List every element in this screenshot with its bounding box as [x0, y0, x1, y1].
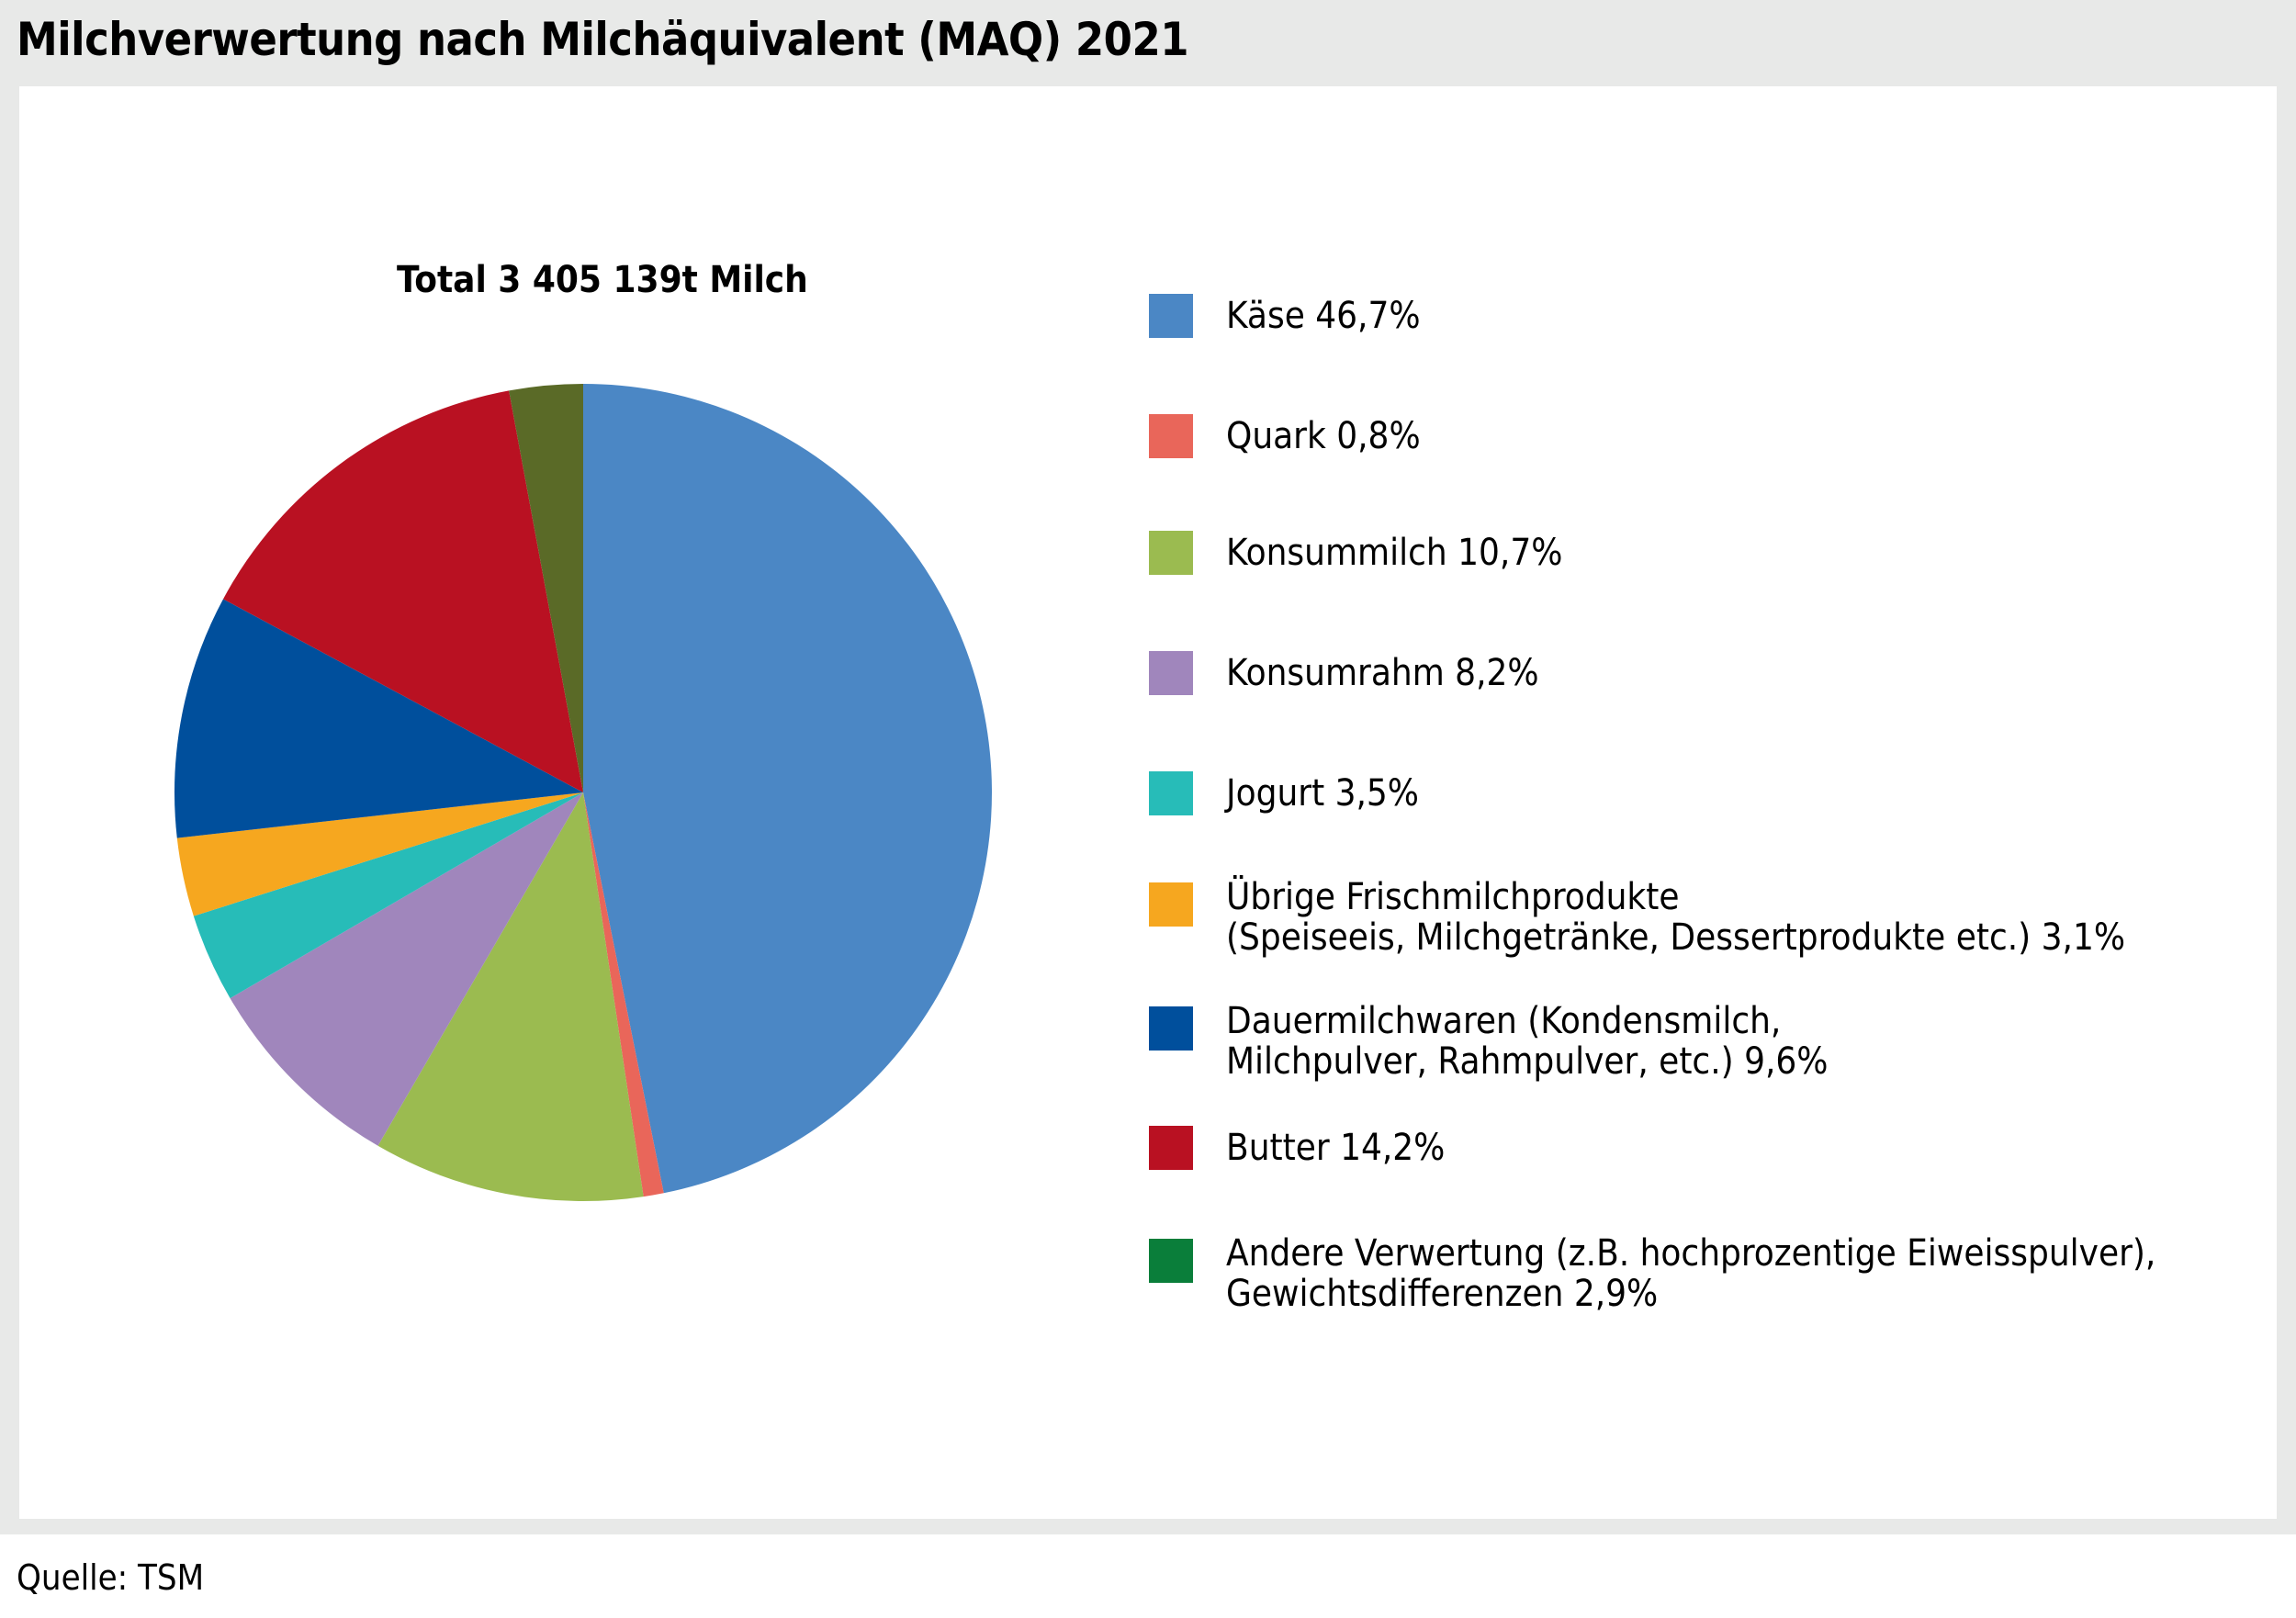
pie-slice-0: [583, 384, 992, 1194]
legend-label-6: Dauermilchwaren (Kondensmilch, Milchpulv…: [1226, 1000, 1829, 1083]
legend-label-4: Jogurt 3,5%: [1226, 772, 1419, 815]
pie-slice-3: [230, 792, 583, 1146]
legend-swatch-7: [1149, 1126, 1193, 1170]
legend-label-2: Konsummilch 10,7%: [1226, 532, 1563, 574]
pie-slice-1: [583, 792, 664, 1197]
legend-swatch-2: [1149, 531, 1193, 575]
legend-swatch-4: [1149, 771, 1193, 815]
legend-label-1: Quark 0,8%: [1226, 415, 1421, 457]
pie-chart: [174, 384, 992, 1202]
chart-title: Milchverwertung nach Milchäquivalent (MA…: [17, 13, 1189, 66]
legend-swatch-0: [1149, 294, 1193, 338]
pie-slice-4: [193, 792, 583, 999]
pie-slice-5: [176, 792, 583, 916]
legend-swatch-1: [1149, 414, 1193, 458]
legend-swatch-5: [1149, 882, 1193, 927]
legend-label-8: Andere Verwertung (z.B. hochprozentige E…: [1226, 1232, 2156, 1315]
pie-slices: [174, 384, 992, 1202]
legend-label-0: Käse 46,7%: [1226, 295, 1421, 337]
pie-slice-7: [223, 390, 583, 792]
legend-swatch-8: [1149, 1239, 1193, 1283]
legend-label-7: Butter 14,2%: [1226, 1127, 1446, 1169]
pie-slice-2: [377, 792, 644, 1202]
pie-slice-6: [174, 599, 583, 838]
legend-swatch-3: [1149, 651, 1193, 695]
legend-label-5: Übrige Frischmilchprodukte (Speiseeis, M…: [1226, 876, 2126, 959]
source-note: Quelle: TSM: [17, 1557, 205, 1598]
legend-label-3: Konsumrahm 8,2%: [1226, 652, 1539, 694]
pie-total-label: Total 3 405 139t Milch: [397, 259, 808, 301]
pie-slice-8: [509, 384, 583, 792]
legend-swatch-6: [1149, 1006, 1193, 1051]
